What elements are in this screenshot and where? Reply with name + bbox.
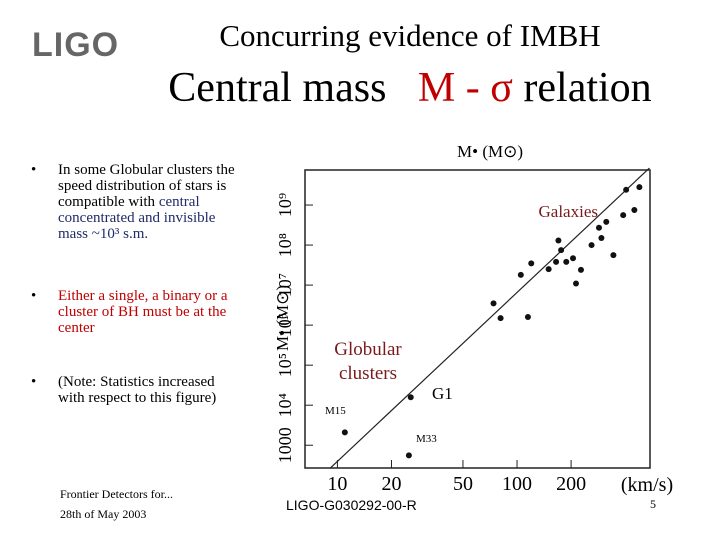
page-number: 5 (650, 497, 656, 511)
data-point (610, 252, 617, 259)
y-tick-label: 10⁴ (275, 393, 295, 417)
data-point (623, 186, 630, 193)
y-tick-label: 10⁷ (275, 273, 295, 297)
subtitle: Central mass M - σ relation (150, 64, 670, 112)
subtitle-part: M - σ (417, 65, 513, 111)
title: Concurring evidence of IMBH (219, 18, 601, 53)
x-tick-label: 200 (556, 473, 586, 495)
subtitle-part: relation (523, 65, 652, 111)
data-point (603, 218, 610, 225)
annotation: Galaxies (539, 202, 598, 221)
data-point (553, 258, 560, 265)
data-point (558, 247, 565, 254)
y-tick-label: 10⁹ (275, 193, 295, 217)
footer-center: LIGO-G030292-00-R (286, 497, 417, 513)
x-tick-label: 50 (453, 473, 473, 495)
data-point (570, 255, 577, 262)
footer-text: 28th of May 2003 (60, 507, 147, 521)
bullet-text: Either a single, a binary or a cluster o… (58, 288, 228, 336)
data-point (595, 224, 602, 231)
data-point (631, 207, 638, 214)
data-point (636, 184, 643, 191)
bullet-text: (Note: Statistics increased with respect… (58, 374, 217, 406)
y-tick-label: 10⁸ (275, 233, 295, 257)
data-point (490, 300, 497, 307)
annotation: M15 (325, 405, 346, 417)
y-tick-label: 10⁶ (275, 313, 295, 337)
annotation: Globular (334, 339, 402, 360)
bullet-text: central concentrated and invisible mass … (58, 194, 216, 242)
annotation: M33 (416, 433, 437, 445)
data-point (528, 260, 535, 267)
annotation: clusters (339, 363, 397, 384)
data-point (497, 315, 504, 322)
data-point (555, 237, 562, 244)
plot-frame (304, 169, 651, 469)
data-point (405, 452, 412, 459)
data-point (563, 258, 570, 265)
bullet: • Either a single, a binary or a cluster … (31, 288, 228, 336)
fit-line (329, 167, 650, 469)
footer-text: Frontier Detectors for... (60, 487, 173, 501)
x-tick-label: 10 (327, 473, 347, 495)
footer-left: Frontier Detectors for... 28th of May 20… (60, 484, 173, 524)
data-point (620, 212, 627, 219)
top-label: M• (M⊙) (457, 142, 523, 161)
bullet-text: In some Globular clusters the speed dist… (58, 162, 235, 210)
data-point (407, 394, 414, 401)
data-point (577, 266, 584, 273)
y-tick-label: 1000 (275, 427, 295, 463)
data-point (588, 242, 595, 249)
data-point (573, 280, 580, 287)
y-tick-label: 10⁵ (275, 353, 295, 377)
data-point (341, 429, 348, 436)
x-axis-label: (km/s) (621, 474, 673, 496)
data-point (598, 235, 605, 242)
y-axis-label: M• (M⊙) (273, 285, 292, 351)
annotation: G1 (432, 384, 453, 403)
data-point (545, 266, 552, 273)
data-point (524, 313, 531, 320)
bullet: • In some Globular clusters the speed dis… (31, 162, 235, 242)
data-point (517, 271, 524, 278)
logo: LIGO (32, 26, 120, 64)
x-tick-label: 100 (502, 473, 532, 495)
bullet: • (Note: Statistics increased with respec… (31, 374, 217, 406)
x-tick-label: 20 (381, 473, 401, 495)
subtitle-part: Central mass (168, 65, 387, 111)
